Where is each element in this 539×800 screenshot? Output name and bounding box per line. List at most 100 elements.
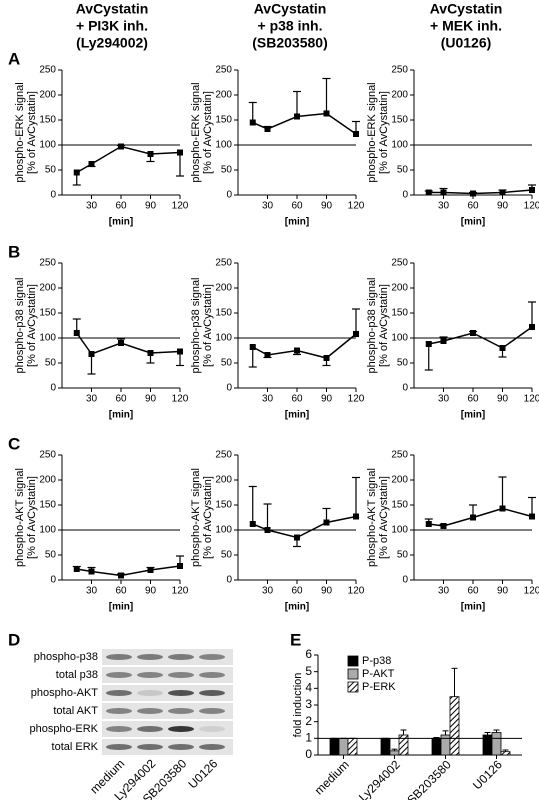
blot-strip: [102, 685, 233, 701]
bar: [338, 737, 349, 756]
data-point: [353, 513, 359, 520]
legend-label: P-ERK: [362, 681, 396, 693]
y-tick-label: 0: [402, 575, 408, 586]
data-point: [264, 126, 271, 132]
blot-strip: [102, 649, 233, 665]
y-tick-label: 0: [226, 383, 232, 394]
x-axis-label: [min]: [109, 602, 133, 613]
data-point: [470, 514, 476, 521]
y-axis-label: phospho-p38 signal: [14, 277, 26, 373]
y-axis-label: [% of AvCystatin]: [26, 476, 38, 559]
data-point: [529, 324, 535, 330]
legend-swatch: [347, 655, 359, 667]
blot-band: [106, 690, 132, 696]
legend-label: P-p38: [362, 655, 391, 667]
y-tick-label: 2: [305, 714, 312, 728]
data-point: [118, 340, 124, 346]
data-point: [425, 341, 432, 347]
data-point: [294, 113, 300, 120]
y-axis-label: fold induction: [292, 673, 304, 738]
x-tick-label: 30: [438, 586, 450, 597]
y-tick-label: 200: [215, 90, 232, 101]
y-tick-label: 250: [215, 450, 232, 461]
y-tick-label: 150: [215, 500, 232, 511]
y-axis-label: phospho-ERK signal: [366, 82, 378, 182]
column-title: AvCystatin: [430, 1, 503, 17]
y-axis-label: phospho-ERK signal: [190, 82, 202, 182]
blot-strip: [102, 667, 233, 683]
y-tick-label: 4: [305, 681, 312, 695]
x-tick-label: 120: [172, 394, 189, 405]
y-tick-label: 100: [215, 333, 232, 344]
x-tick-label: 30: [86, 394, 98, 405]
blot-band: [199, 726, 225, 732]
blot-row-label: phospho-p38: [34, 651, 98, 663]
data-point: [499, 345, 506, 351]
x-tick-label: 120: [524, 394, 539, 405]
data-point: [73, 566, 80, 572]
x-tick-label: 90: [321, 586, 333, 597]
x-axis-label: [min]: [285, 217, 309, 228]
x-tick-label: 60: [467, 394, 479, 405]
y-tick-label: 200: [391, 90, 408, 101]
data-point: [118, 572, 124, 579]
data-point: [353, 331, 359, 337]
legend-swatch: [347, 668, 359, 680]
x-tick-label: medium: [312, 757, 352, 797]
data-point: [88, 161, 95, 167]
x-axis-label: [min]: [285, 602, 309, 613]
y-tick-label: 0: [50, 383, 56, 394]
x-axis-label: [min]: [285, 410, 309, 421]
data-point: [425, 189, 432, 196]
y-tick-label: 0: [226, 190, 232, 201]
y-tick-label: 150: [391, 115, 408, 126]
blot-band: [106, 726, 132, 732]
blot-band: [137, 726, 163, 732]
data-point: [88, 351, 95, 357]
y-tick-label: 100: [391, 525, 408, 536]
blot-band: [106, 708, 132, 714]
data-point: [353, 131, 359, 137]
y-tick-label: 100: [215, 140, 232, 151]
x-axis-label: [min]: [461, 602, 485, 613]
y-tick-label: 50: [45, 358, 57, 369]
bar: [491, 732, 502, 756]
x-tick-label: 90: [145, 394, 157, 405]
y-axis-label: phospho-AKT signal: [366, 468, 378, 567]
y-axis-label: [% of AvCystatin]: [202, 476, 214, 559]
x-tick-label: 120: [524, 201, 539, 212]
y-tick-label: 250: [39, 65, 56, 76]
blot-band: [106, 654, 132, 660]
x-tick-label: SB203580: [404, 757, 454, 800]
column-title: + PI3K inh.: [76, 18, 148, 34]
y-tick-label: 150: [215, 308, 232, 319]
blot-band: [168, 744, 194, 750]
y-tick-label: 0: [305, 747, 312, 761]
legend-label: P-AKT: [362, 668, 395, 680]
y-tick-label: 150: [39, 500, 56, 511]
column-title: + MEK inh.: [430, 18, 502, 34]
blot-row-label: total ERK: [52, 741, 99, 753]
y-tick-label: 150: [39, 308, 56, 319]
data-point: [177, 563, 183, 569]
y-tick-label: 200: [39, 283, 56, 294]
column-title: (U0126): [441, 35, 492, 51]
y-tick-label: 200: [215, 475, 232, 486]
data-point: [177, 348, 183, 355]
y-tick-label: 0: [50, 190, 56, 201]
data-point: [470, 190, 476, 197]
data-point: [294, 534, 300, 541]
data-point: [73, 169, 80, 176]
y-tick-label: 5: [305, 664, 312, 678]
data-line: [76, 145, 181, 174]
y-axis-label: [% of AvCystatin]: [378, 476, 390, 559]
x-tick-label: 30: [262, 394, 274, 405]
y-tick-label: 50: [397, 165, 409, 176]
data-point: [249, 119, 256, 126]
y-tick-label: 200: [391, 475, 408, 486]
legend-swatch: [347, 681, 359, 693]
data-point: [323, 519, 330, 526]
y-tick-label: 200: [39, 475, 56, 486]
data-point: [529, 513, 535, 520]
data-point: [177, 149, 183, 156]
